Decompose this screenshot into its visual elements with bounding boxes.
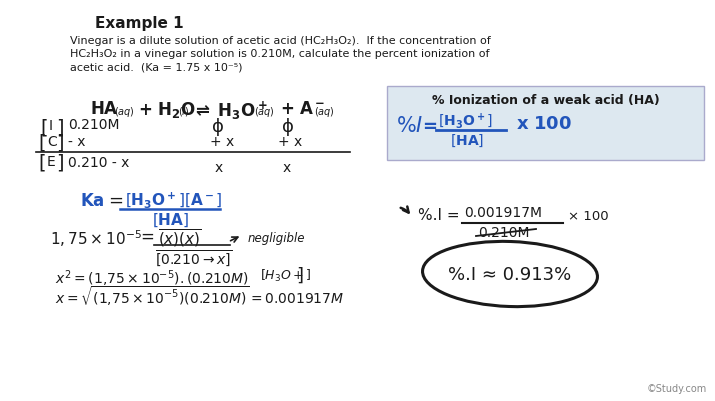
Text: =: = — [140, 227, 154, 245]
Text: [: [ — [38, 154, 46, 172]
Text: 0.001917M: 0.001917M — [464, 205, 542, 219]
Text: $[H_3O+]$: $[H_3O+]$ — [260, 267, 311, 284]
Text: x: x — [215, 160, 223, 174]
Text: ]: ] — [56, 154, 64, 172]
Text: [: [ — [40, 118, 47, 137]
Text: 0.210M: 0.210M — [68, 118, 119, 132]
Text: $x=\sqrt{(1\mathit{,}75\times10^{-5})(0.210M)}=0.001917M$: $x=\sqrt{(1\mathit{,}75\times10^{-5})(0.… — [55, 283, 344, 307]
Text: %.I =: %.I = — [418, 207, 460, 223]
Text: acetic acid.  (Ka = 1.75 x 10⁻⁵): acetic acid. (Ka = 1.75 x 10⁻⁵) — [70, 62, 242, 72]
Text: $[\mathbf{HA}]$: $[\mathbf{HA}]$ — [152, 211, 189, 229]
Text: $\overline{(x)(x)}$: $\overline{(x)(x)}$ — [158, 227, 202, 249]
Text: $\mathbf{\rightleftharpoons\ H_3O^+}$: $\mathbf{\rightleftharpoons\ H_3O^+}$ — [192, 100, 267, 122]
Text: $\mathit{\%I}$: $\mathit{\%I}$ — [396, 116, 423, 136]
Text: =: = — [422, 118, 437, 136]
Text: $\mathbf{HA}$: $\mathbf{HA}$ — [90, 100, 119, 118]
Text: × 100: × 100 — [568, 209, 608, 223]
Text: $x^2=(1\mathit{,}75\times10^{-5})\mathit{.}(0.210M)$: $x^2=(1\mathit{,}75\times10^{-5})\mathit… — [55, 267, 249, 288]
Text: 0.210 - x: 0.210 - x — [68, 156, 129, 170]
Text: $\mathbf{+\ A^-}$: $\mathbf{+\ A^-}$ — [280, 100, 325, 118]
Text: $[\mathbf{HA}]$: $[\mathbf{HA}]$ — [450, 133, 484, 149]
Text: $(aq)$: $(aq)$ — [254, 105, 275, 119]
Text: - x: - x — [68, 135, 86, 149]
Text: $1,75\times10^{-5}$: $1,75\times10^{-5}$ — [50, 227, 142, 248]
Text: $[\mathbf{H_3O^+}][\mathbf{A^-}]$: $[\mathbf{H_3O^+}][\mathbf{A^-}]$ — [125, 190, 222, 209]
Text: negligible: negligible — [248, 231, 305, 244]
Text: ]: ] — [56, 134, 64, 153]
Text: $(aq)$: $(aq)$ — [314, 105, 335, 119]
Text: x: x — [283, 160, 291, 174]
Text: %.I ≈ 0.913%: %.I ≈ 0.913% — [448, 265, 571, 283]
Text: + x: + x — [278, 135, 302, 149]
Text: $\mathbf{+\ H_2O}$: $\mathbf{+\ H_2O}$ — [138, 100, 195, 120]
Text: E: E — [47, 155, 56, 168]
Text: ]: ] — [56, 118, 64, 137]
Text: I: I — [49, 119, 53, 133]
Text: [: [ — [38, 134, 46, 153]
Text: Vinegar is a dilute solution of acetic acid (HC₂H₃O₂).  If the concentration of: Vinegar is a dilute solution of acetic a… — [70, 36, 490, 46]
Text: $[\mathbf{H_3O^+}]$: $[\mathbf{H_3O^+}]$ — [438, 112, 493, 131]
Text: =: = — [108, 192, 123, 209]
Text: ϕ: ϕ — [212, 118, 224, 136]
Text: C: C — [47, 135, 56, 149]
Text: ©Study.com: ©Study.com — [647, 383, 707, 393]
Text: ]: ] — [296, 266, 303, 284]
Text: $\mathit{\mathbf{Ka}}$: $\mathit{\mathbf{Ka}}$ — [80, 192, 105, 209]
FancyBboxPatch shape — [387, 87, 704, 160]
Text: $(l)$: $(l)$ — [178, 105, 189, 118]
Text: Example 1: Example 1 — [95, 16, 184, 31]
Text: % Ionization of a weak acid (HA): % Ionization of a weak acid (HA) — [432, 94, 659, 107]
Text: $(aq)$: $(aq)$ — [114, 105, 135, 119]
Text: ϕ: ϕ — [282, 118, 294, 136]
Text: HC₂H₃O₂ in a vinegar solution is 0.210M, calculate the percent ionization of: HC₂H₃O₂ in a vinegar solution is 0.210M,… — [70, 49, 490, 59]
Text: 0.210M: 0.210M — [478, 225, 530, 239]
Text: $\overline{[0.210\rightarrow x]}$: $\overline{[0.210\rightarrow x]}$ — [155, 247, 232, 268]
Text: + x: + x — [210, 135, 235, 149]
Text: $\mathbf{x\ 100}$: $\mathbf{x\ 100}$ — [516, 115, 572, 133]
